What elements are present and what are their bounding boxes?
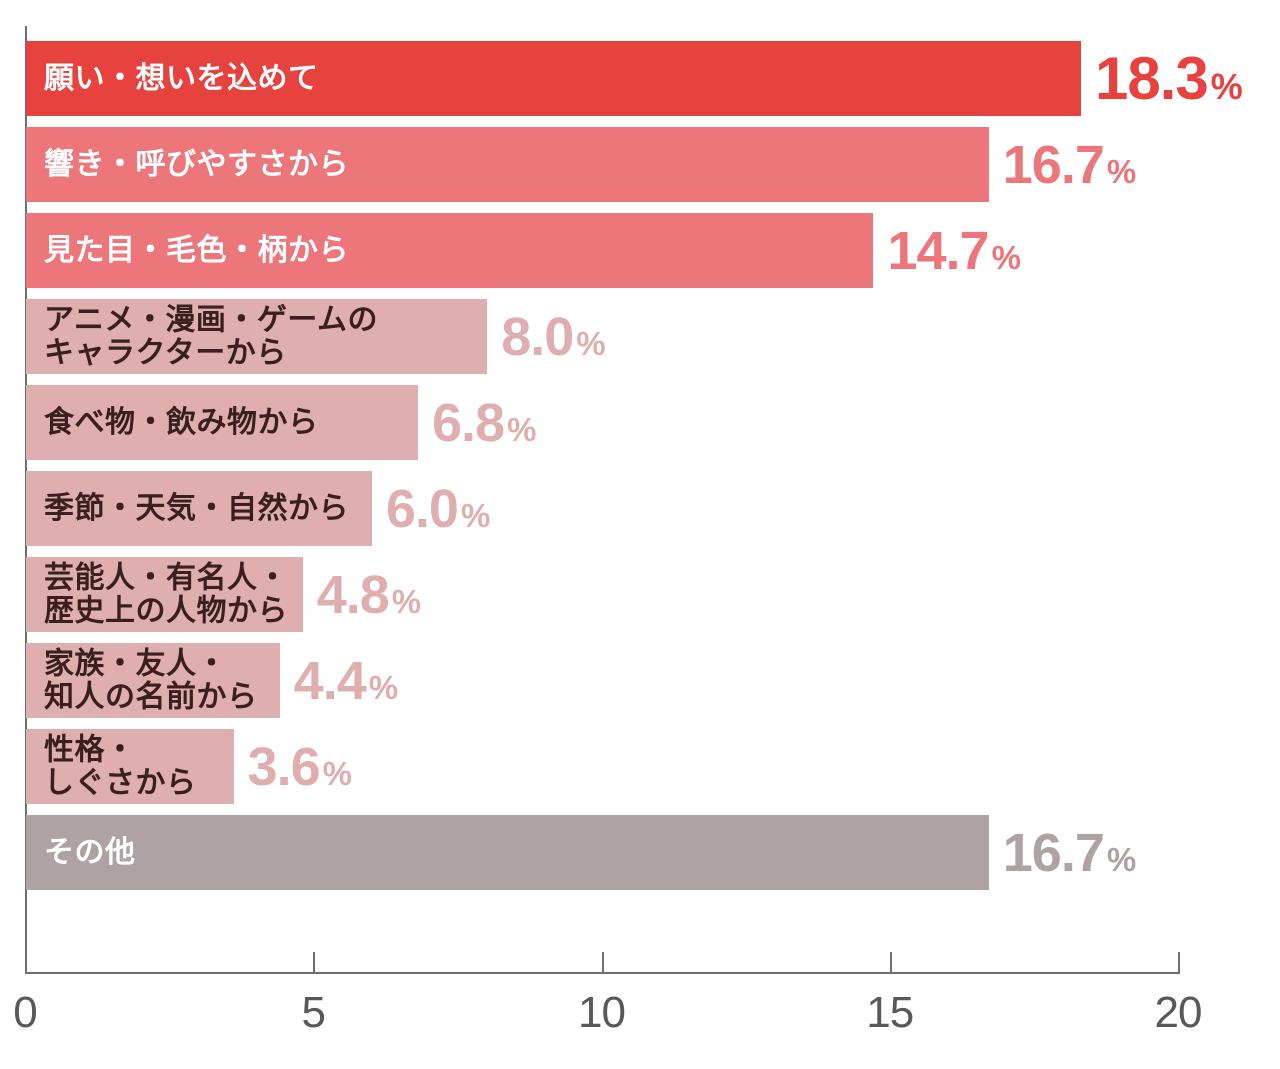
bar-row: 願い・想いを込めて 18.3% <box>26 41 1243 116</box>
bar-value-unit: % <box>1210 65 1243 107</box>
bar-value-label: 16.7% <box>1003 138 1136 192</box>
bar-value-number: 3.6 <box>247 736 321 797</box>
bar-value-number: 6.8 <box>432 392 505 453</box>
bar-value-number: 8.0 <box>501 306 574 367</box>
plot-area: 願い・想いを込めて 18.3% 響き・呼びやすさから 16.7% 見た目・毛色・柄から 1… <box>13 26 1243 1037</box>
bar-row: 性格・ しぐさから 3.6% <box>26 729 1179 804</box>
bar-value-label: 16.7% <box>1003 826 1136 880</box>
bar-value-unit: % <box>368 668 398 706</box>
bar-value-number: 16.7 <box>1002 822 1105 883</box>
bar-row: 家族・友人・ 知人の名前から 4.4% <box>26 643 1179 718</box>
bar-value-unit: % <box>1106 840 1136 878</box>
bar <box>26 643 280 718</box>
bar-row: アニメ・漫画・ゲームの キャラクターから 8.0% <box>26 299 1179 374</box>
bar-row: その他 16.7% <box>26 815 1179 890</box>
x-axis-tick-label: 15 <box>866 988 914 1037</box>
bar-value-label: 4.8% <box>317 568 421 622</box>
bar-value-unit: % <box>391 582 421 620</box>
bar-row: 芸能人・有名人・ 歴史上の人物から 4.8% <box>26 557 1179 632</box>
bar-row: 季節・天気・自然から 6.0% <box>26 471 1179 546</box>
bar-value-unit: % <box>460 496 490 534</box>
bar-value-label: 4.4% <box>294 654 398 708</box>
x-axis-tick-mark <box>1178 952 1180 974</box>
bar-value-label: 14.7% <box>887 224 1020 278</box>
bar <box>26 299 488 374</box>
bar-value-unit: % <box>1106 152 1136 190</box>
bar <box>26 127 989 202</box>
bar <box>26 385 419 460</box>
x-axis-tick-label: 20 <box>1154 988 1203 1037</box>
bar-value-number: 16.7 <box>1002 134 1105 195</box>
bar-row: 食べ物・飲み物から 6.8% <box>26 385 1179 460</box>
bar-value-number: 4.8 <box>316 564 390 625</box>
bar-value-unit: % <box>991 238 1021 276</box>
bar-value-number: 6.0 <box>385 478 459 539</box>
bar-value-label: 3.6% <box>248 740 352 794</box>
bar-category-label: 芸能人・有名人・ 歴史上の人物から <box>44 560 288 628</box>
bar <box>26 471 372 546</box>
bar-value-label: 6.8% <box>432 396 536 450</box>
bar <box>26 213 874 288</box>
bar-value-label: 18.3% <box>1095 48 1243 109</box>
bar-category-label: 性格・ しぐさから <box>44 732 197 800</box>
x-axis-tick-mark <box>313 952 316 974</box>
bar-category-label: アニメ・漫画・ゲームの キャラクターから <box>44 302 378 370</box>
bar-category-label: 家族・友人・ 知人の名前から <box>44 646 258 714</box>
bar-value-number: 18.3 <box>1094 44 1209 112</box>
bar-value-label: 6.0% <box>386 482 490 536</box>
bar-category-label: 見た目・毛色・柄から <box>44 233 349 267</box>
bar <box>26 729 234 804</box>
bar-category-label: 願い・想いを込めて <box>44 61 319 95</box>
bar-value-unit: % <box>576 324 606 362</box>
bar-value-unit: % <box>322 754 352 792</box>
x-axis-tick-label: 0 <box>13 988 38 1037</box>
bar-value-label: 8.0% <box>501 310 605 364</box>
bar <box>26 557 303 632</box>
bar-value-number: 14.7 <box>887 220 989 281</box>
x-axis-tick-mark <box>889 952 892 974</box>
x-axis-tick-mark <box>601 952 604 974</box>
bar-category-label: その他 <box>44 835 136 869</box>
x-axis-tick-label: 5 <box>301 988 327 1037</box>
bar-row: 響き・呼びやすさから 16.7% <box>26 127 1179 202</box>
bar-value-number: 4.4 <box>293 650 367 711</box>
bar-value-unit: % <box>507 410 536 448</box>
bar <box>26 815 989 890</box>
bar-row: 見た目・毛色・柄から 14.7% <box>26 213 1179 288</box>
bar-category-label: 食べ物・飲み物から <box>44 405 319 439</box>
bar <box>26 41 1081 116</box>
bar-category-label: 季節・天気・自然から <box>44 491 349 525</box>
bar-category-label: 響き・呼びやすさから <box>44 147 349 181</box>
x-axis-tick-label: 10 <box>578 988 626 1037</box>
